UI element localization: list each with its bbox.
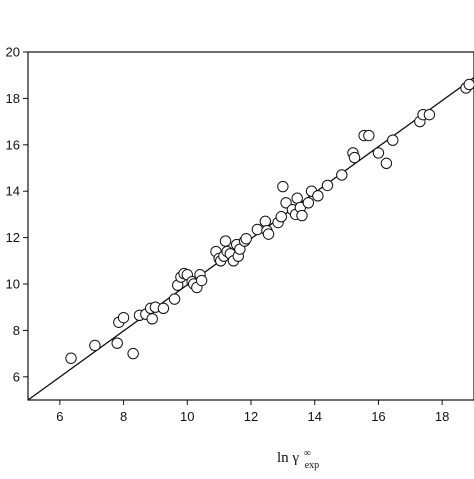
- x-tick-label-12: 12: [244, 409, 258, 424]
- data-point-52: [336, 169, 348, 181]
- data-point-0: [65, 352, 77, 364]
- data-point-57: [372, 147, 385, 159]
- data-point-58: [380, 157, 393, 170]
- data-point-35: [251, 223, 264, 236]
- data-point-36: [259, 215, 272, 228]
- y-tick-label-10: 10: [6, 277, 20, 292]
- data-point-59: [387, 134, 399, 146]
- data-point-4: [117, 311, 130, 324]
- data-point-21: [195, 274, 208, 287]
- y-tick-label-12: 12: [6, 230, 20, 245]
- data-point-38: [262, 228, 275, 240]
- data-point-34: [240, 233, 252, 245]
- x-tick-label-8: 8: [120, 409, 127, 424]
- data-point-56: [363, 129, 375, 142]
- data-point-47: [296, 209, 308, 222]
- x-axis-title-subscript: exp: [305, 460, 319, 471]
- x-tick-label-6: 6: [56, 409, 63, 424]
- data-point-26: [219, 235, 232, 247]
- y-tick-label-8: 8: [13, 323, 20, 338]
- data-point-12: [168, 293, 181, 305]
- y-tick-label-20: 20: [6, 45, 20, 60]
- data-point-62: [423, 108, 436, 121]
- x-tick-label-16: 16: [371, 409, 385, 424]
- y-tick-label-16: 16: [6, 137, 20, 152]
- x-tick-label-14: 14: [307, 409, 321, 424]
- x-axis-title-base: ln γ: [277, 450, 299, 466]
- data-point-42: [280, 197, 292, 209]
- x-tick-label-18: 18: [435, 409, 449, 424]
- data-point-5: [127, 347, 139, 360]
- x-axis-title: ln γ ∞ exp: [277, 444, 319, 471]
- y-tick-label-6: 6: [13, 369, 20, 384]
- data-point-48: [302, 197, 315, 209]
- data-point-40: [275, 211, 287, 223]
- plot-layer: 6 8 10 12 14 16 18 6 8 10 12 14 16 18 20: [6, 45, 474, 424]
- y-tick-label-14: 14: [6, 184, 20, 199]
- data-point-51: [321, 179, 334, 192]
- y-tick-label-18: 18: [6, 91, 20, 106]
- data-point-1: [89, 339, 101, 352]
- data-point-11: [157, 302, 170, 315]
- data-point-41: [277, 180, 289, 193]
- data-point-54: [348, 151, 361, 164]
- data-point-8: [146, 313, 158, 325]
- data-point-2: [111, 337, 123, 349]
- x-axis-title-superscript: ∞: [304, 448, 311, 459]
- data-point-50: [312, 190, 324, 202]
- data-point-64: [463, 78, 474, 91]
- x-tick-label-10: 10: [180, 409, 194, 424]
